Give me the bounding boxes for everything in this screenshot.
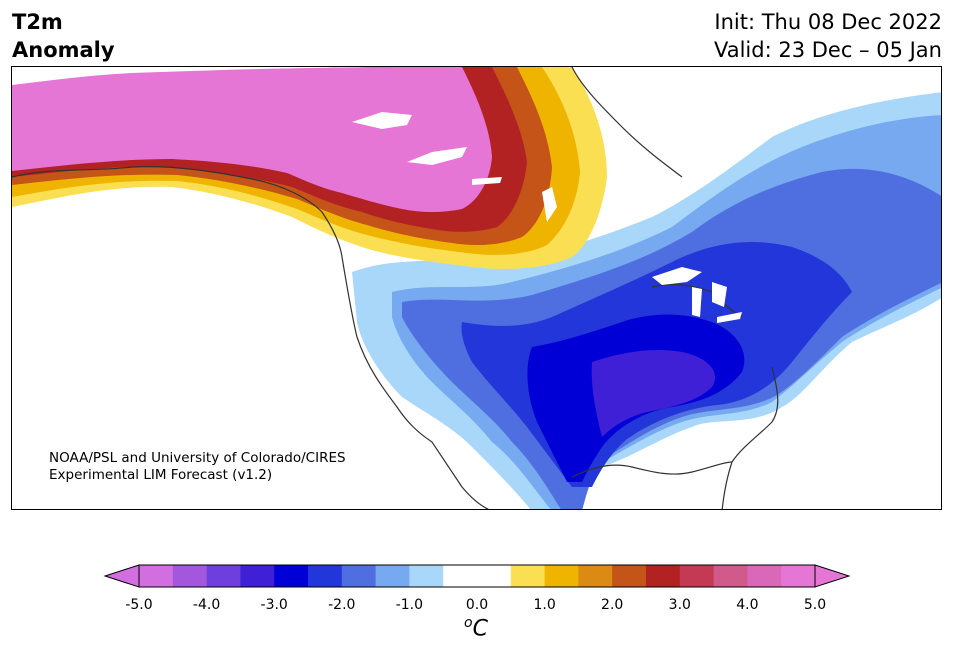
coastlines xyxy=(12,67,779,509)
colorbar-swatch xyxy=(578,565,613,587)
colorbar-tick-label: 1.0 xyxy=(533,597,556,613)
cold-anomaly-center-region xyxy=(591,350,716,437)
credit-line-2: Experimental LIM Forecast (v1.2) xyxy=(49,467,273,483)
unit-letter: C xyxy=(472,616,488,642)
colorbar-swatch xyxy=(646,565,681,587)
colorbar-tick-label: 2.0 xyxy=(601,597,624,613)
colorbar-tick-label: -2.0 xyxy=(328,597,356,613)
east-coast-line xyxy=(721,366,779,509)
anomaly-map xyxy=(11,66,942,510)
colorbar-tick-label: 3.0 xyxy=(668,597,691,613)
colorbar-swatch xyxy=(443,565,478,587)
colorbar-swatch xyxy=(713,565,748,587)
colorbar-swatch xyxy=(375,565,410,587)
colorbar-swatch xyxy=(544,565,579,587)
alaska-coast-line xyxy=(12,166,343,258)
lake-great-slave xyxy=(407,147,467,165)
great-lakes xyxy=(652,267,742,323)
colorbar-swatch xyxy=(341,565,377,587)
title-line-2: Anomaly xyxy=(12,38,115,62)
colorbar-tick-label: -3.0 xyxy=(260,597,288,613)
colorbar-swatch xyxy=(206,565,241,587)
colorbar-swatch xyxy=(274,565,309,587)
lake-huron xyxy=(712,282,727,307)
lake-winnipeg xyxy=(542,187,557,222)
colorbar-swatch xyxy=(477,565,512,587)
colorbar-unit-label: oC xyxy=(464,615,488,641)
west-coast-line xyxy=(341,256,490,509)
colorbar-tick-label: 0.0 xyxy=(465,597,489,613)
lake-superior xyxy=(652,267,702,285)
colorbar-tick-label: -1.0 xyxy=(395,597,424,613)
colorbar-tick-label: 4.0 xyxy=(736,597,759,613)
colorbar-tick-label: 5.0 xyxy=(803,597,827,613)
colorbar-swatch xyxy=(240,565,275,587)
map-canvas xyxy=(12,67,941,509)
colorbar: -5.0 -4.0 -3.0 -2.0 -1.0 0.0 1.0 2.0 3.0 4.0 5.0 o… xyxy=(0,560,953,656)
lake-erie xyxy=(717,312,742,323)
init-date: Init: Thu 08 Dec 2022 xyxy=(714,10,942,34)
lake-great-bear xyxy=(352,112,412,129)
map-title: T2m Anomaly xyxy=(12,8,115,64)
colorbar-under-arrow xyxy=(103,564,140,588)
colorbar-tick-label: -5.0 xyxy=(125,597,153,613)
forecast-dates: Init: Thu 08 Dec 2022 Valid: 23 Dec – 05… xyxy=(714,8,942,64)
colorbar-swatch xyxy=(139,565,174,587)
colorbar-frame xyxy=(138,564,816,588)
lake-michigan xyxy=(692,287,702,317)
hudson-bay-line xyxy=(571,67,683,178)
colorbar-swatch xyxy=(510,565,546,587)
warm-anomaly-magenta-region xyxy=(12,67,492,212)
colorbar-swatch xyxy=(308,565,343,587)
colorbar-swatch xyxy=(679,565,715,587)
colorbar-over-arrow xyxy=(814,564,851,588)
colorbar-swatches xyxy=(103,564,851,588)
colorbar-tick-label: -4.0 xyxy=(192,597,221,613)
canadian-lakes xyxy=(352,112,557,222)
colorbar-swatch xyxy=(409,565,444,587)
title-line-1: T2m xyxy=(12,10,63,34)
credit-line-1: NOAA/PSL and University of Colorado/CIRE… xyxy=(49,450,346,466)
colorbar-swatch xyxy=(612,565,647,587)
colorbar-swatch xyxy=(172,565,208,587)
valid-date-range: Valid: 23 Dec – 05 Jan xyxy=(713,38,942,62)
colorbar-swatch xyxy=(781,565,816,587)
degree-symbol: o xyxy=(464,615,473,631)
gulf-coast-line xyxy=(571,461,733,478)
lake-athabasca xyxy=(472,177,502,185)
colorbar-swatch xyxy=(747,565,782,587)
data-credit: NOAA/PSL and University of Colorado/CIRE… xyxy=(49,450,346,484)
